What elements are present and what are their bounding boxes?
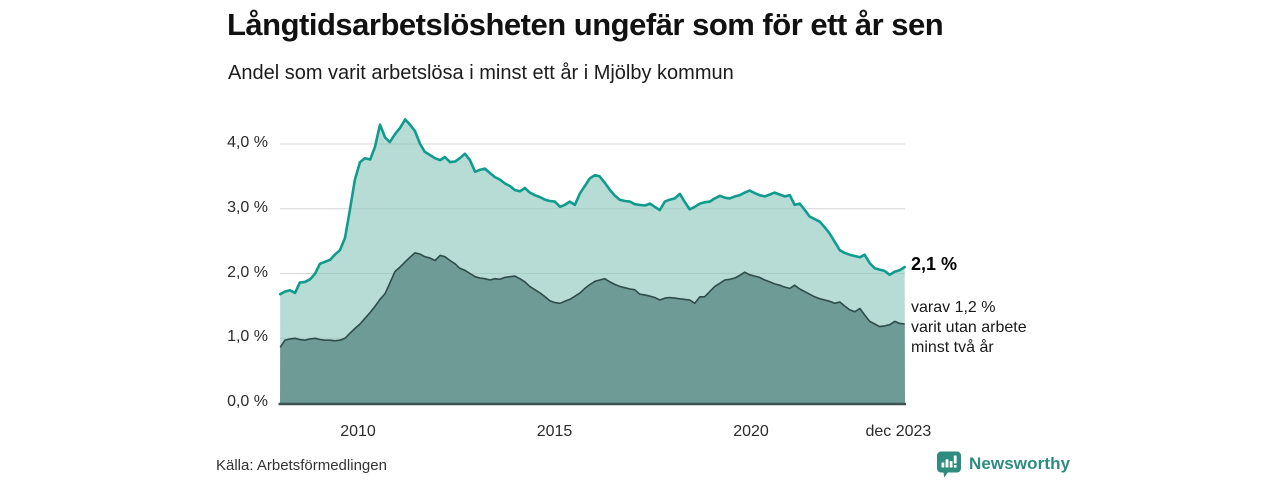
y-tick-label: 0,0 %: [227, 393, 268, 410]
end-subvalue-annotation: varav 1,2 % varit utan arbete minst två …: [911, 298, 1071, 358]
y-tick-label: 4,0 %: [227, 134, 268, 151]
y-tick-label: 3,0 %: [227, 198, 268, 216]
y-tick-label: 2,0 %: [227, 263, 268, 281]
x-tick-label: 2020: [733, 423, 769, 440]
newsworthy-branding: Newsworthy: [936, 450, 1070, 478]
annotation-line: minst två år: [911, 339, 994, 356]
brand-name: Newsworthy: [969, 454, 1071, 473]
annotation-line: varav 1,2 %: [911, 299, 996, 316]
source-credit: Källa: Arbetsförmedlingen: [216, 457, 387, 474]
x-tick-label: 2015: [536, 423, 573, 440]
y-tick-label: 1,0 %: [227, 328, 268, 346]
area-two-year-unemployment: [280, 252, 905, 403]
annotation-line: varit utan arbete: [911, 319, 1027, 336]
end-value-annotation: 2,1 %: [911, 254, 958, 274]
page-subtitle: Andel som varit arbetslösa i minst ett å…: [228, 62, 734, 84]
bar-chart-speech-bubble-icon: [937, 451, 961, 477]
x-tick-label: 2010: [340, 423, 376, 440]
page-title: Långtidsarbetslösheten ungefär som för e…: [227, 7, 944, 42]
x-tick-label: dec 2023: [865, 423, 932, 440]
line-total-long-term-unemployment: [278, 118, 906, 296]
line-two-year-unemployment: [279, 252, 905, 348]
